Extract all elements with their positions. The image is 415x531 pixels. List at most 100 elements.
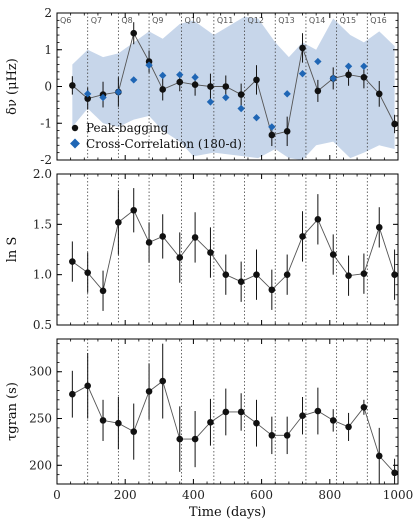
series-line [72,380,395,474]
data-point [391,120,398,128]
data-point [391,469,398,477]
cross-correlation-point [99,93,107,102]
cross-correlation-point [360,62,368,70]
quarter-label: Q6 [60,16,71,25]
quarter-boundary-lines [87,13,368,160]
uncertainty-band [72,16,395,160]
y-tick-label: 200 [29,458,52,472]
uncertainty-band-area [72,16,395,160]
data-point [253,271,260,278]
data-point [191,234,199,241]
data-point [283,271,291,278]
y-tick-label: 1 [44,43,52,57]
cross-correlation-point [222,93,230,102]
y-axis-ticks: 200 250 300 [29,343,398,485]
quarter-boundary-lines [87,174,368,325]
x-tick-label: 1000 [383,488,414,502]
data-point [253,76,260,84]
x-tick-label: 200 [114,488,137,502]
quarter-label: Q10 [184,16,200,25]
data-point [69,82,76,89]
data-series [69,22,398,147]
x-tick-label: 800 [318,488,341,502]
y-tick-label: 2 [44,6,52,20]
data-point [191,435,199,443]
data-point [375,90,383,98]
data-point [84,95,91,102]
data-point [159,233,167,240]
legend-marker-peak-bagging [71,124,79,132]
cross-correlation-point [130,76,138,84]
x-axis-ticks: 0 200 400 600 800 1000 [53,339,413,502]
cross-correlation-point [329,74,337,83]
panel-tau-gran: 200 250 300 0 200 400 600 800 1000 τgran (s) Ti… [5,338,413,520]
data-point [391,271,398,278]
y-tick-label: 0 [44,80,52,94]
data-point [268,286,276,294]
data-point [329,417,337,424]
data-point [176,78,184,86]
data-series [69,343,398,484]
data-point [283,128,291,135]
data-point [69,390,76,398]
data-point [375,452,383,460]
cross-correlation-point [84,90,92,98]
y-axis-label: ln S [5,237,20,263]
x-axis-ticks [56,174,399,325]
quarter-label: Q11 [217,16,233,25]
legend-label-peak-bagging: Peak-bagging [86,121,169,135]
data-point [314,216,322,223]
data-point [268,432,276,439]
data-point [345,272,352,279]
data-point [299,412,306,420]
plot-frame [56,338,399,485]
cross-correlation-point [237,104,245,113]
data-point [176,254,184,261]
data-point [159,377,167,385]
data-point [159,86,167,93]
y-tick-label: 300 [29,365,52,379]
quarter-label: Q8 [121,16,132,25]
data-point [207,249,214,256]
data-point [84,269,91,276]
data-point [360,403,368,411]
data-point [360,270,368,277]
data-point [99,287,107,295]
data-point [299,233,306,240]
data-point [207,83,214,90]
quarter-label: Q13 [278,16,294,25]
data-point [115,419,122,427]
data-point [222,408,230,416]
data-point [329,251,337,258]
x-tick-label: 400 [182,488,205,502]
cross-correlation-point [344,62,353,70]
data-point [299,44,306,52]
data-point [207,418,214,426]
cross-correlation-point [191,73,199,81]
series-line [72,31,395,136]
data-point [345,71,352,79]
y-tick-label: -1 [40,116,52,130]
x-axis-label: Time (days) [189,505,266,520]
data-point [84,382,91,390]
data-point [375,224,383,231]
cross-correlation-point [206,98,215,106]
plot-frame [56,173,399,326]
quarter-label: Q7 [91,16,102,25]
data-point [115,219,122,226]
panel-frequency-shift: Q6 Q7 Q8 Q9 Q10 Q11 Q12 Q13 Q14 Q15 Q16 -2 -1 0 1 2 δν… [5,6,399,167]
data-point [314,407,322,415]
data-point [69,258,76,265]
x-tick-label: 0 [53,488,61,502]
cross-correlation-point [176,71,184,79]
y-tick-label: 2.0 [33,167,52,181]
data-point [253,419,260,427]
data-point [99,417,107,424]
data-point [222,83,230,90]
legend-marker-cross-correlation [70,138,80,149]
cross-correlation-point [114,88,123,96]
data-point [283,432,291,439]
quarter-label: Q14 [309,16,325,25]
y-axis-label: τgran (s) [5,382,20,441]
